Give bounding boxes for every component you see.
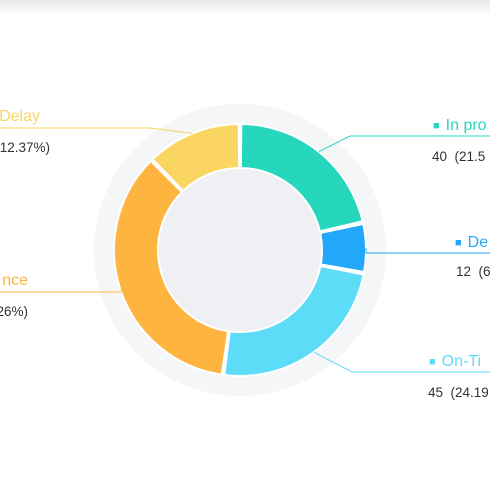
- leader-line-4: [0, 289, 128, 293]
- leader-line-1: [318, 135, 490, 153]
- donut-slices: [113, 122, 367, 377]
- slice-label-name: Delay: [0, 108, 40, 125]
- slice-label-value: 12.37%): [0, 140, 50, 155]
- slice-label-name: ■ In pro: [433, 117, 487, 134]
- slice-label-name: ■ On-Ti: [429, 353, 481, 370]
- slice-label-value: 26%): [0, 304, 28, 319]
- slice-3[interactable]: [223, 264, 365, 377]
- slice-4[interactable]: [113, 159, 230, 376]
- leader-line-5: [0, 127, 193, 134]
- slice-label-value: 40 (21.5: [432, 149, 485, 164]
- top-shadow: [0, 0, 490, 16]
- donut-inner-disc: [159, 169, 321, 331]
- leader-line-3: [313, 351, 490, 373]
- slice-5[interactable]: [151, 122, 241, 193]
- slice-label-value: 45 (24.19: [428, 385, 489, 400]
- slice-1[interactable]: [239, 122, 364, 233]
- slice-label-name: ■ De: [455, 234, 488, 251]
- slice-labels: ■ In pro 40 (21.5 ■ De 12 (6 ■ On-Ti 45 (24.19 nc…: [0, 108, 490, 400]
- slice-label-name: nce: [2, 272, 28, 289]
- slice-label-value: 12 (6: [456, 264, 490, 279]
- slice-2[interactable]: [319, 222, 367, 274]
- leader-line-2: [365, 247, 490, 254]
- leader-lines: [0, 127, 490, 373]
